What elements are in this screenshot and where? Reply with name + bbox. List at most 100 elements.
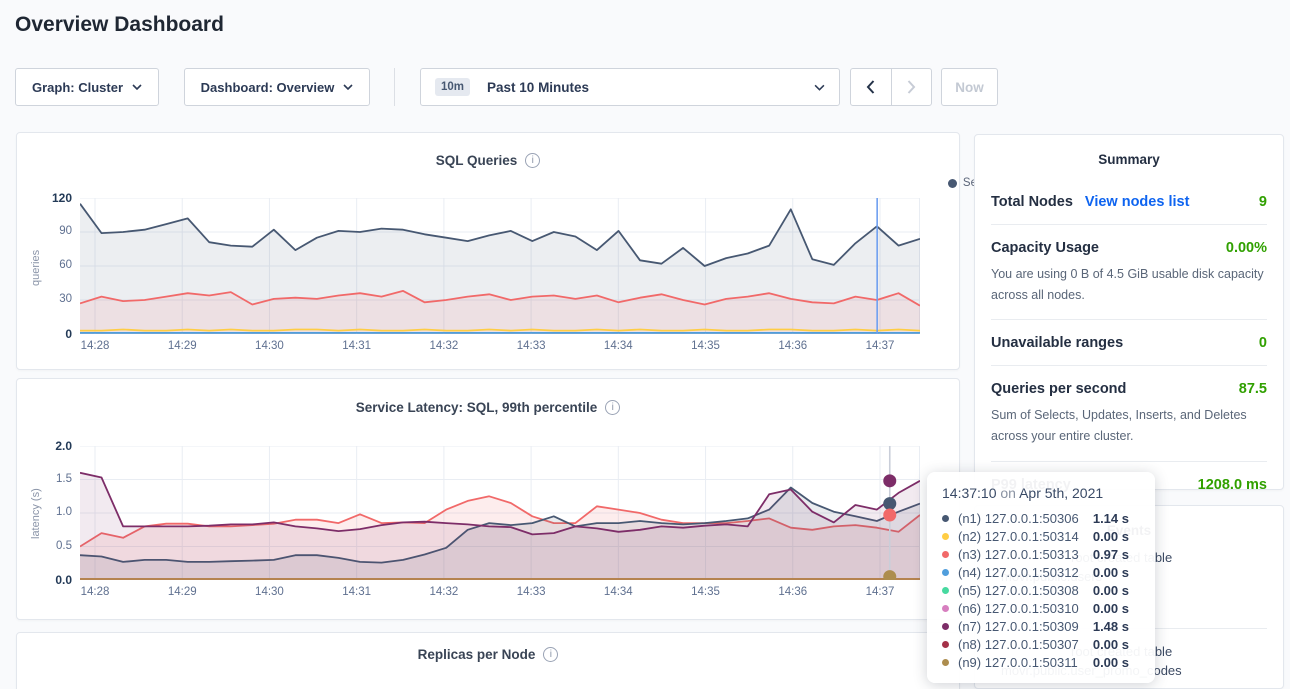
node-color-dot-icon	[942, 640, 949, 648]
node-color-dot-icon	[942, 568, 949, 576]
x-tick-label: 14:29	[167, 340, 197, 352]
tooltip-node-value: 0.00 s	[1092, 564, 1129, 580]
chevron-down-icon	[814, 84, 825, 91]
tooltip-node-row: (n8) 127.0.0.1:50307 0.00 s	[942, 635, 1141, 653]
chevron-down-icon	[343, 84, 353, 90]
x-tick-label: 14:37	[865, 340, 895, 352]
legend-dot-icon	[947, 178, 957, 188]
tooltip-node-value: 0.00 s	[1092, 636, 1129, 652]
tooltip-node-label: (n8) 127.0.0.1:50307	[958, 636, 1079, 652]
x-tick-label: 14:30	[255, 340, 284, 352]
summary-row-label: Queries per second	[991, 381, 1127, 398]
time-range-picker[interactable]: 10m Past 10 Minutes	[420, 68, 840, 106]
tooltip-node-value: 1.48 s	[1092, 618, 1129, 634]
tooltip-node-row: (n9) 127.0.0.1:50311 0.00 s	[942, 653, 1141, 671]
x-tick-label: 14:28	[80, 586, 110, 598]
tooltip-node-label: (n3) 127.0.0.1:50313	[958, 546, 1079, 562]
x-tick-label: 14:35	[691, 340, 720, 352]
tooltip-node-value: 1.14 s	[1092, 510, 1129, 526]
latency-y-axis-label: latency (s)	[30, 488, 42, 540]
dashboard-dropdown[interactable]: Dashboard: Overview	[184, 68, 370, 106]
summary-row-label: Capacity Usage	[991, 240, 1099, 256]
summary-row-label: Unavailable ranges	[991, 335, 1124, 352]
node-color-dot-icon	[942, 550, 949, 558]
tooltip-node-value: 0.00 s	[1092, 654, 1129, 670]
time-next-button[interactable]	[890, 69, 932, 105]
y-tick-label: 120	[51, 191, 72, 205]
y-tick-label: 1.5	[56, 472, 72, 485]
node-color-dot-icon	[942, 532, 949, 540]
graph-dropdown-label: Graph: Cluster	[31, 79, 123, 95]
node-color-dot-icon	[942, 514, 949, 522]
y-tick-label: 2.0	[55, 439, 72, 453]
x-tick-label: 14:37	[865, 586, 895, 598]
node-color-dot-icon	[942, 658, 949, 666]
chart-hover-tooltip: 14:37:10 on Apr 5th, 2021 (n1) 127.0.0.1…	[927, 472, 1155, 683]
summary-row-value: 1208.0 ms	[1197, 476, 1267, 493]
tooltip-node-value: 0.00 s	[1092, 528, 1129, 544]
x-tick-label: 14:33	[516, 586, 546, 598]
y-tick-label: 90	[59, 225, 72, 237]
summary-row: Capacity Usage 0.00% You are using 0 B of …	[991, 224, 1267, 319]
y-tick-label: 0.0	[55, 573, 72, 587]
summary-row-description: Sum of Selects, Updates, Inserts, and De…	[991, 408, 1247, 443]
tooltip-timestamp: 14:37:10 on Apr 5th, 2021	[942, 485, 1104, 501]
x-tick-label: 14:32	[429, 586, 459, 598]
latency-plot[interactable]	[80, 446, 920, 580]
chevron-down-icon	[132, 84, 142, 90]
summary-row: Queries per second 87.5 Sum of Selects, Up…	[991, 365, 1267, 460]
tooltip-node-label: (n5) 127.0.0.1:50308	[958, 582, 1079, 598]
summary-row: Unavailable ranges 0	[991, 319, 1267, 365]
summary-row-value: 87.5	[1238, 381, 1267, 398]
tooltip-node-label: (n4) 127.0.0.1:50312	[958, 564, 1079, 580]
tooltip-node-row: (n1) 127.0.0.1:50306 1.14 s	[942, 509, 1141, 527]
x-tick-label: 14:29	[167, 586, 197, 598]
time-range-badge: 10m	[435, 78, 471, 96]
tooltip-node-label: (n9) 127.0.0.1:50311	[958, 654, 1078, 670]
info-icon[interactable]: i	[543, 647, 559, 662]
x-tick-label: 14:31	[342, 586, 372, 598]
summary-row-value: 0.00%	[1225, 240, 1267, 256]
node-color-dot-icon	[942, 604, 949, 612]
tooltip-node-label: (n2) 127.0.0.1:50314	[958, 528, 1079, 544]
tooltip-node-row: (n7) 127.0.0.1:50309 1.48 s	[942, 617, 1141, 635]
view-nodes-list-link[interactable]: View nodes list	[1084, 194, 1190, 210]
x-tick-label: 14:35	[691, 586, 720, 598]
y-tick-label: 0.5	[56, 539, 72, 552]
y-tick-label: 0	[65, 327, 72, 341]
y-tick-label: 60	[59, 259, 72, 271]
summary-row-label: Total Nodes	[991, 194, 1073, 210]
x-tick-label: 14:36	[778, 586, 808, 598]
sql-queries-title: SQL Queries	[435, 153, 518, 168]
sql-y-axis-label: queries	[30, 249, 42, 287]
y-tick-label: 1.0	[56, 506, 72, 518]
y-tick-label: 30	[59, 293, 72, 305]
now-button[interactable]: Now	[941, 68, 998, 106]
page-title: Overview Dashboard	[15, 13, 224, 36]
tooltip-node-value: 0.97 s	[1092, 546, 1129, 562]
graph-dropdown[interactable]: Graph: Cluster	[15, 68, 159, 106]
x-tick-label: 14:36	[778, 340, 808, 352]
time-prev-button[interactable]	[851, 69, 891, 105]
tooltip-node-label: (n7) 127.0.0.1:50309	[958, 618, 1079, 634]
toolbar-divider	[394, 68, 395, 106]
info-icon[interactable]: i	[525, 153, 541, 168]
sql-queries-plot[interactable]	[80, 198, 920, 334]
summary-row-value: 0	[1258, 335, 1267, 352]
dashboard-dropdown-label: Dashboard: Overview	[200, 79, 335, 95]
summary-title: Summary	[1098, 152, 1160, 167]
tooltip-node-label: (n6) 127.0.0.1:50310	[958, 600, 1079, 616]
tooltip-node-row: (n5) 127.0.0.1:50308 0.00 s	[942, 581, 1141, 599]
x-tick-label: 14:28	[80, 340, 110, 352]
tooltip-node-value: 0.00 s	[1092, 600, 1129, 616]
summary-row-description: You are using 0 B of 4.5 GiB usable disk…	[991, 267, 1264, 302]
node-color-dot-icon	[942, 622, 949, 630]
tooltip-node-row: (n6) 127.0.0.1:50310 0.00 s	[942, 599, 1141, 617]
node-color-dot-icon	[942, 586, 949, 594]
summary-row-value: 9	[1258, 194, 1267, 210]
tooltip-node-row: (n2) 127.0.0.1:50314 0.00 s	[942, 527, 1141, 545]
x-tick-label: 14:34	[603, 340, 633, 352]
tooltip-node-row: (n3) 127.0.0.1:50313 0.97 s	[942, 545, 1141, 563]
x-tick-label: 14:30	[255, 586, 284, 598]
info-icon[interactable]: i	[605, 400, 621, 415]
